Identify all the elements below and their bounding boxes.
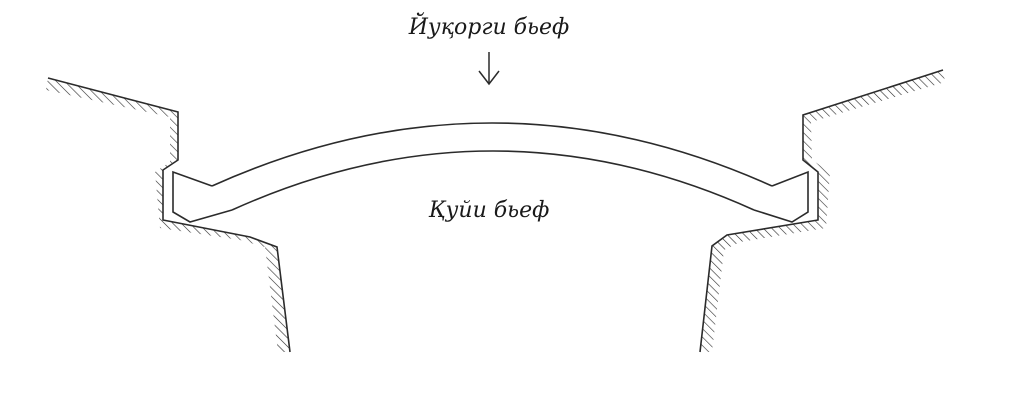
left-bank-hatching bbox=[46, 78, 290, 352]
arch-upstream-face bbox=[211, 122, 773, 187]
right-bank-hatching bbox=[700, 70, 945, 352]
right-abutment bbox=[753, 170, 809, 223]
down-arrow-icon bbox=[478, 52, 500, 86]
left-bank-outline bbox=[47, 77, 291, 353]
upstream-label: Йуқорги бьеф bbox=[408, 15, 570, 40]
right-bank-outline bbox=[699, 69, 944, 353]
downstream-label: Қуйи бьеф bbox=[428, 198, 550, 223]
left-abutment bbox=[172, 170, 233, 223]
arch-downstream-face bbox=[231, 150, 755, 211]
